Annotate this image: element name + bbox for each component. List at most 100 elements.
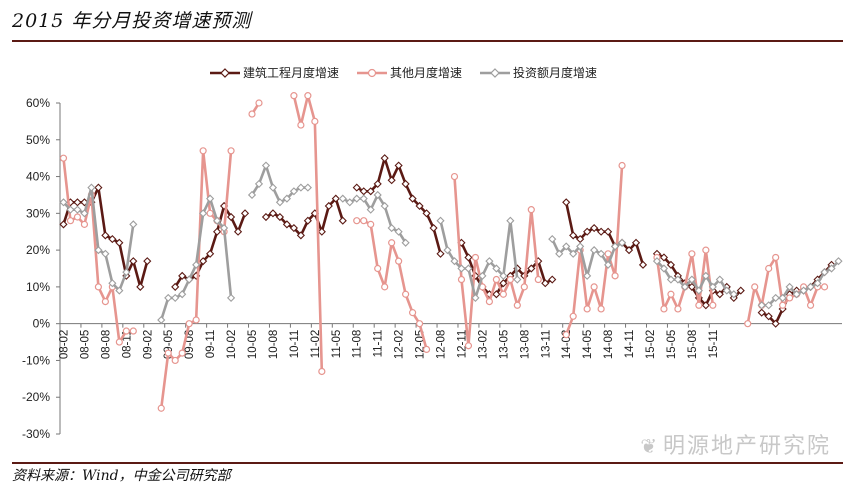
data-point <box>143 257 152 266</box>
data-point <box>247 190 257 200</box>
data-point <box>87 183 96 192</box>
data-point <box>499 279 508 288</box>
data-point <box>806 301 815 309</box>
data-point <box>820 283 829 291</box>
data-point <box>199 209 208 218</box>
data-point <box>687 275 696 284</box>
data-point <box>289 187 298 196</box>
data-point <box>352 194 361 203</box>
data-point <box>597 305 605 313</box>
data-point <box>101 249 110 258</box>
data-point <box>261 212 271 222</box>
data-point <box>303 216 312 225</box>
x-tick-label: 15-11 <box>708 330 720 359</box>
data-point <box>772 253 780 262</box>
data-point <box>73 205 82 214</box>
series-0 <box>59 154 836 328</box>
data-point <box>227 147 235 155</box>
legend-item-other: 其他月度增速 <box>357 64 462 81</box>
data-point <box>331 194 340 203</box>
data-point <box>129 220 138 229</box>
data-point <box>715 290 724 299</box>
data-point <box>660 305 668 313</box>
data-point <box>401 238 410 247</box>
data-point <box>122 327 130 335</box>
data-point <box>806 282 815 291</box>
x-tick-label: 09-02 <box>142 330 154 359</box>
x-tick-label: 13-11 <box>540 330 552 359</box>
data-point <box>157 404 165 412</box>
data-point <box>178 271 187 280</box>
data-point <box>394 227 403 236</box>
data-point <box>254 179 264 188</box>
watermark: ❦ 明源地产研究院 <box>640 428 831 460</box>
data-point <box>394 161 403 170</box>
data-point <box>590 246 599 255</box>
data-point <box>674 305 682 313</box>
data-point <box>338 216 347 225</box>
data-point <box>171 356 179 365</box>
x-tick-label: 08-08 <box>100 330 112 359</box>
data-point <box>94 246 103 255</box>
y-tick-label: 0% <box>33 317 51 331</box>
data-point <box>652 257 662 266</box>
data-point <box>527 264 536 273</box>
data-point <box>492 264 501 273</box>
legend: 建筑工程月度增速 其他月度增速 投资额月度增速 <box>210 64 597 81</box>
x-tick-label: 11-02 <box>310 330 322 359</box>
x-tick-label: 12-11 <box>456 330 468 359</box>
series-line <box>174 204 247 288</box>
data-point <box>562 198 571 207</box>
data-point <box>226 293 236 303</box>
data-point <box>576 242 585 251</box>
series-2 <box>59 161 843 325</box>
data-point <box>80 220 89 228</box>
data-point <box>457 275 466 284</box>
data-point <box>380 201 389 211</box>
data-point <box>171 293 180 303</box>
legend-label-other: 其他月度增速 <box>390 66 463 80</box>
data-point <box>185 320 193 328</box>
data-point <box>178 349 186 357</box>
data-point <box>296 231 305 240</box>
data-point <box>597 249 606 258</box>
data-point <box>73 198 82 207</box>
data-point <box>213 227 222 236</box>
data-point <box>541 279 550 288</box>
data-point <box>317 227 326 236</box>
data-point <box>709 301 717 309</box>
x-tick-label: 10-02 <box>226 330 238 359</box>
data-point <box>192 260 201 269</box>
data-point <box>485 298 494 306</box>
data-point <box>555 249 564 258</box>
data-point <box>206 249 215 258</box>
data-point <box>471 293 480 303</box>
data-point <box>66 205 75 214</box>
data-point <box>296 183 305 192</box>
top-rule <box>12 40 843 42</box>
data-point <box>360 217 368 225</box>
data-point <box>604 227 613 236</box>
series-line <box>551 238 623 278</box>
data-point <box>638 260 648 269</box>
bottom-rule <box>12 462 843 464</box>
data-point <box>764 312 773 321</box>
source-note: 资料来源：Wind，中金公司研究部 <box>12 468 231 484</box>
data-point <box>240 209 250 218</box>
series-line <box>564 202 645 266</box>
x-tick-label: 08-11 <box>121 330 133 359</box>
data-point <box>192 316 200 324</box>
axes: 60% 50% 40% 30% 20% 10% 0% -10% -20% -30% 08-02 08-… <box>22 96 842 441</box>
data-point <box>569 249 578 258</box>
data-point <box>366 187 375 196</box>
x-tick-label: 10-08 <box>268 330 280 359</box>
data-point <box>485 257 494 266</box>
legend-swatch-investment <box>480 67 511 78</box>
x-tick-label: 15-05 <box>666 330 678 359</box>
data-point <box>115 338 123 346</box>
series-line <box>342 193 407 244</box>
data-point <box>666 260 676 269</box>
x-tick-label: 15-02 <box>645 330 657 359</box>
data-point <box>324 201 333 211</box>
